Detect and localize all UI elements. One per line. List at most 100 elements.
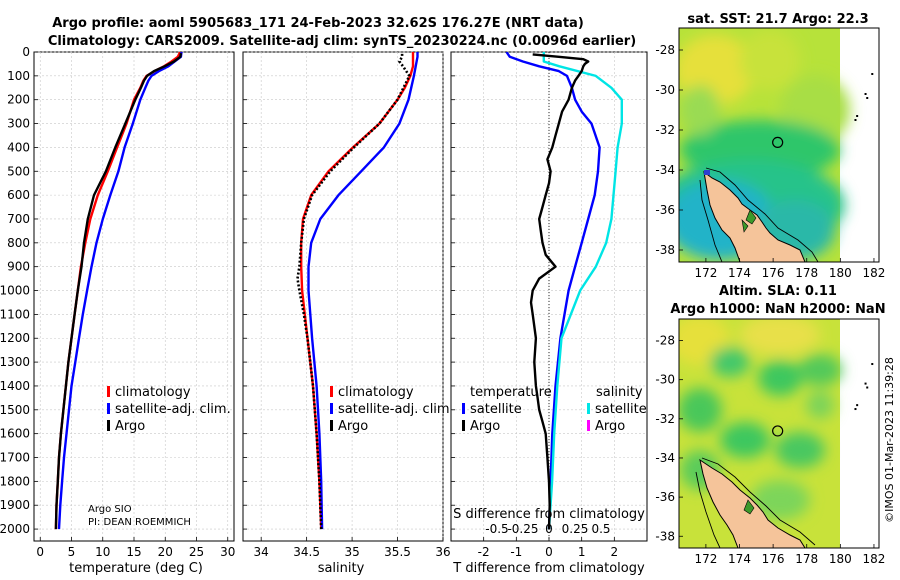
map-y-tick-label: -36 [655,203,675,217]
figure-title-line-2: Climatology: CARS2009. Satellite-adj cli… [48,34,636,49]
x-tick-label: -2 [478,545,490,559]
salinity-legend-satellite: satellite-adj. clim. [338,402,454,417]
imos-credit: ©IMOS 01-Mar-2023 11:39:28 [883,357,896,523]
sla-map-field [679,319,879,548]
map-x-tick-label: 182 [863,266,886,280]
pi-line-2: PI: DEAN ROEMMICH [88,517,191,528]
salinity-grid [243,51,444,541]
legend-swatch-t-argo [462,420,465,431]
legend-swatch-satellite [330,403,333,414]
x-tick-label: 15 [126,545,141,559]
temperature-panel: 0100200300400500600700800900100011001200… [0,45,235,576]
sst-islands [854,73,874,121]
salinity-x-label: salinity [318,561,365,576]
depth-tick-label: 600 [7,188,30,202]
x-tick-label: 34 [254,545,269,559]
x-tick-label: 5 [68,545,76,559]
salinity-legend-climatology: climatology [338,385,414,400]
depth-tick-label: 200 [7,93,30,107]
x-tick-label: 10 [95,545,110,559]
x-tick-label: 2 [611,545,619,559]
depth-tick-label: 1700 [0,451,30,465]
x-tick-label: 36 [435,545,450,559]
series-line-satellite-adj-clim- [307,52,419,530]
difference-legend: temperature salinity satellite Argo sate… [462,385,647,434]
depth-tick-label: 400 [7,140,30,154]
salinity-legend: climatology satellite-adj. clim. Argo [330,385,454,434]
sst-map: sat. SST: 21.7 Argo: 22.3 172 174 176 1 [655,12,885,280]
temperature-profile-lines [54,52,183,530]
island-marker [866,97,869,99]
temperature-grid [34,51,234,541]
salinity-axes-frame [242,51,444,542]
depth-tick-label: 1900 [0,498,30,512]
sla-islands [854,363,874,411]
island-marker [871,363,874,366]
sla-map-ticks: 172 174 176 178 180 182 -28 -30 -32 -34 -36 -38 [655,334,885,566]
s-tick-label: 0.5 [591,522,610,536]
map-x-tick-label: 172 [694,552,717,566]
legend-s-argo: Argo [595,419,625,434]
map-y-tick-label: -32 [655,412,675,426]
legend-swatch-satellite [107,403,110,414]
legend-s-satellite: satellite [595,402,647,417]
sla-float-marker [772,425,784,437]
t-difference-x-label: T difference from climatology [452,561,645,576]
x-tick-label: 30 [220,545,235,559]
map-y-tick-label: -28 [655,334,675,348]
depth-tick-label: 1800 [0,474,30,488]
series-line-argo [54,53,183,530]
island-marker [856,115,859,117]
s-tick-label: 0.25 [562,522,589,536]
map-y-tick-label: -38 [655,529,675,543]
depth-tick-label: 2000 [0,522,30,536]
map-x-tick-label: 178 [795,266,818,280]
temperature-legend: climatology satellite-adj. clim. Argo [107,385,231,434]
s-tick-label: 0 [545,522,553,536]
s-tick-label: -0.5 [485,522,508,536]
map-x-tick-label: 176 [762,266,785,280]
map-x-tick-label: 174 [728,552,751,566]
map-y-tick-label: -34 [655,163,675,177]
map-y-tick-label: -38 [655,243,675,257]
figure-title-line-1: Argo profile: aoml 5905683_171 24-Feb-20… [52,16,584,31]
depth-tick-label: 1400 [0,379,30,393]
x-tick-label: 0 [36,545,44,559]
map-x-tick-label: 172 [694,266,717,280]
s-tick-label: -0.25 [507,522,538,536]
sla-map-title-line-1: Altim. SLA: 0.11 [719,284,837,299]
temperature-legend-satellite: satellite-adj. clim. [115,402,231,417]
map-x-tick-label: 174 [728,266,751,280]
sst-map-field [679,28,879,262]
island-marker [864,93,867,95]
x-tick-label: 35.5 [384,545,411,559]
island-marker [866,386,869,389]
legend-swatch-t-satellite [462,403,465,414]
map-x-tick-label: 180 [829,266,852,280]
legend-heading-temperature: temperature [470,385,552,400]
x-tick-label: 1 [578,545,586,559]
depth-tick-label: 500 [7,164,30,178]
island-marker [854,119,857,121]
depth-tick-label: 300 [7,117,30,131]
salinity-ticks: 34 34.5 35 35.5 36 [243,51,451,559]
x-tick-label: 25 [189,545,204,559]
depth-tick-label: 900 [7,260,30,274]
x-tick-label: -1 [510,545,522,559]
legend-heading-salinity: salinity [596,385,643,400]
temperature-x-label: temperature (deg C) [69,561,203,576]
salinity-legend-argo: Argo [338,419,368,434]
legend-swatch-s-satellite [587,403,590,414]
depth-tick-label: 800 [7,236,30,250]
depth-tick-label: 100 [7,69,30,83]
x-tick-label: 20 [158,545,173,559]
s-difference-tick-labels: -0.5-0.25 0 0.25 0.5 [485,522,610,536]
island-marker [864,382,867,385]
depth-tick-label: 1100 [0,307,30,321]
island-marker [871,73,874,75]
x-tick-label: 0 [545,545,553,559]
salinity-panel: 34 34.5 35 35.5 36 salinity climatology sate… [242,51,454,576]
legend-swatch-climatology [330,386,333,397]
salinity-profile-lines [296,52,419,530]
